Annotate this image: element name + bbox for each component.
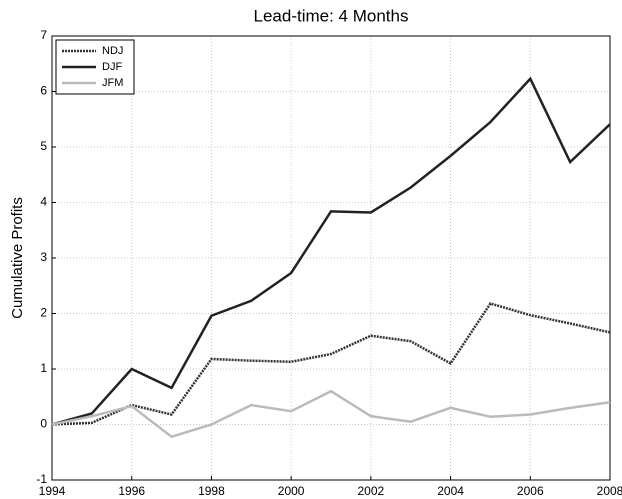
y-tick-label: 3 [40, 250, 47, 264]
x-tick-label: 1994 [39, 484, 66, 498]
x-tick-label: 2000 [278, 484, 305, 498]
x-tick-label: 2006 [517, 484, 544, 498]
x-tick-label: 1998 [198, 484, 225, 498]
y-tick-label: 6 [40, 84, 47, 98]
x-tick-label: 2004 [437, 484, 464, 498]
y-tick-label: 4 [40, 195, 47, 209]
y-tick-label: 0 [40, 417, 47, 431]
data-line [51, 76, 611, 426]
x-tick-label: 2008 [597, 484, 622, 498]
legend-label: JFM [102, 77, 123, 89]
y-tick-label: 5 [40, 139, 47, 153]
y-axis-label: Cumulative Profits [9, 197, 26, 319]
legend-label: NDJ [102, 45, 123, 57]
x-tick-label: 1996 [118, 484, 145, 498]
data-line [51, 302, 611, 426]
y-tick-label: 7 [40, 28, 47, 42]
plot-frame [51, 35, 611, 481]
y-tick-label: 2 [40, 306, 47, 320]
x-tick-label: 2002 [358, 484, 385, 498]
y-tick-label: -1 [36, 472, 47, 486]
y-tick-label: 1 [40, 361, 47, 375]
chart-title: Lead-time: 4 Months [254, 6, 409, 25]
legend-label: DJF [102, 61, 122, 73]
data-line [51, 389, 611, 439]
